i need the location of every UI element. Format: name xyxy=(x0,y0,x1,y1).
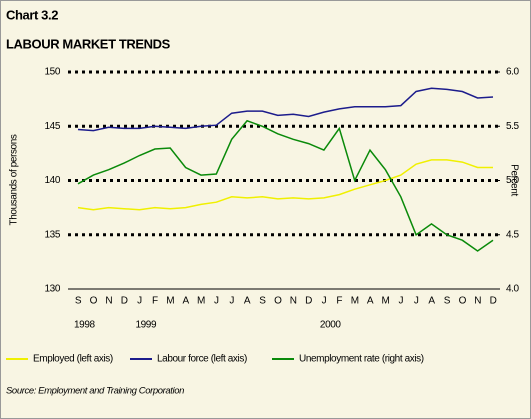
x-tick-label: J xyxy=(229,296,234,307)
y2-tick-label: 5.5 xyxy=(506,121,520,132)
x-tick-label: S xyxy=(75,296,82,307)
x-tick-label: M xyxy=(351,296,359,307)
x-tick-label: J xyxy=(214,296,219,307)
x-tick-label: D xyxy=(121,296,128,307)
series-line xyxy=(77,87,494,132)
y-tick-label: 145 xyxy=(45,121,61,132)
y-axis-title: Thousands of persons xyxy=(9,134,20,225)
x-tick-label: F xyxy=(336,296,342,307)
x-tick-label: J xyxy=(137,296,142,307)
x-tick-label: N xyxy=(105,296,112,307)
x-tick-label: O xyxy=(459,296,467,307)
y2-tick-label: 4.5 xyxy=(506,229,520,240)
x-tick-label: S xyxy=(259,296,266,307)
x-tick-label: A xyxy=(428,296,435,307)
x-tick-label: M xyxy=(381,296,389,307)
x-tick-label: A xyxy=(367,296,374,307)
year-label: 1999 xyxy=(135,320,156,331)
series-line xyxy=(77,159,493,211)
year-label: 1998 xyxy=(74,320,95,331)
x-tick-label: F xyxy=(152,296,158,307)
x-tick-label: M xyxy=(197,296,205,307)
y2-axis-title: Percent xyxy=(508,164,519,196)
x-tick-label: A xyxy=(244,296,251,307)
x-tick-label: N xyxy=(474,296,481,307)
y2-tick-label: 5.0 xyxy=(506,175,520,186)
y-tick-label: 130 xyxy=(45,284,61,295)
y2-tick-label: 4.0 xyxy=(506,284,520,295)
x-tick-label: J xyxy=(398,296,403,307)
legend-label: Labour force (left axis) xyxy=(157,354,247,365)
y2-tick-label: 6.0 xyxy=(506,67,520,78)
x-tick-label: M xyxy=(166,296,174,307)
x-tick-label: D xyxy=(490,296,497,307)
x-tick-label: J xyxy=(322,296,327,307)
x-tick-label: A xyxy=(182,296,189,307)
x-tick-label: S xyxy=(444,296,451,307)
series-line xyxy=(77,119,494,252)
x-tick-label: O xyxy=(90,296,98,307)
y-tick-label: 150 xyxy=(45,67,61,78)
y-tick-label: 140 xyxy=(45,175,61,186)
y-tick-label: 135 xyxy=(45,229,61,240)
source: Source: Employment and Training Corporat… xyxy=(6,386,184,397)
chart-title: Chart 3.2 xyxy=(6,7,58,22)
year-label: 2000 xyxy=(320,320,341,331)
x-tick-label: D xyxy=(305,296,312,307)
legend-label: Unemployment rate (right axis) xyxy=(299,354,424,365)
chart-subtitle: LABOUR MARKET TRENDS xyxy=(6,36,171,51)
x-tick-label: J xyxy=(414,296,419,307)
legend-label: Employed (left axis) xyxy=(33,354,113,365)
x-tick-label: O xyxy=(274,296,282,307)
x-tick-label: N xyxy=(290,296,297,307)
